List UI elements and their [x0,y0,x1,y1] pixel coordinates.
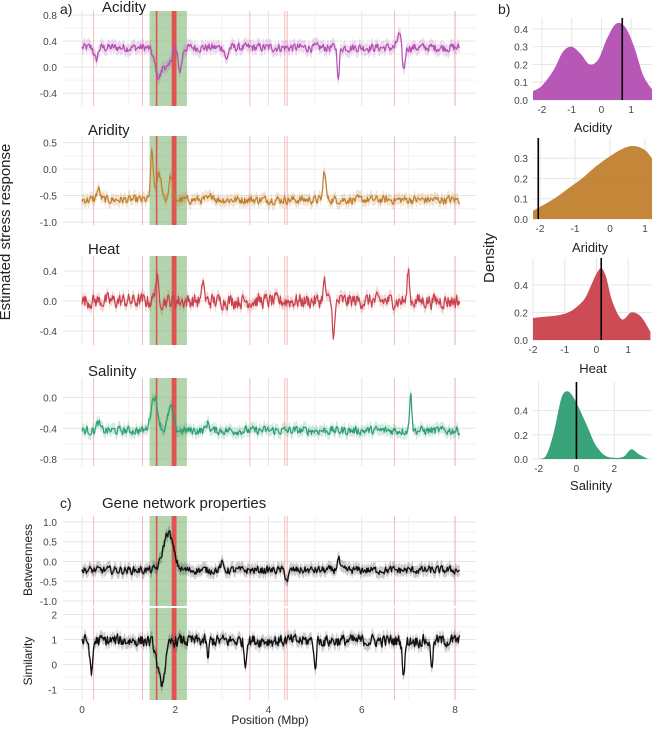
heat-density-xtick-label: -1 [560,345,569,356]
title-aridity: Aridity [88,122,130,139]
similarity-series-line [81,633,461,688]
salinity-density-xtick-label: -2 [534,464,543,475]
betweenness-ytick-label: 1.0 [43,518,57,529]
acidity-ytick-label: 0.4 [43,37,57,48]
heat-density-xtick-label: 0 [594,345,600,356]
acidity-density-xtick-label: 1 [628,105,634,116]
aridity-highlight-region [149,136,187,225]
title-salinity: Salinity [88,363,137,380]
similarity-ytick-label: -1 [48,686,57,697]
aridity-density-xtick-label: -1 [571,224,580,235]
salinity-highlight-region [149,378,187,466]
heat-density-ytick-label: 0.0 [514,336,528,347]
x-tick-label: 4 [266,705,272,716]
salinity-ytick-label: -0.8 [40,455,58,466]
acidity-density-xtick-label: 0 [599,105,605,116]
salinity-series-line [81,392,461,436]
title-network: Gene network properties [102,495,266,512]
acidity-density-ytick-label: 0.4 [514,25,528,36]
heat-series-line [81,268,461,340]
panel-label-a: a) [60,1,72,17]
aridity-density-xtick-label: -2 [536,224,545,235]
salinity-density-xtick-label: 0 [574,464,580,475]
heat-density-xtick-label: 1 [625,345,631,356]
betweenness-ribbon [82,525,460,588]
heat-ytick-label: 0.0 [43,297,57,308]
acidity-density-ytick-label: 0.2 [514,60,528,71]
aridity-density-area [533,145,652,219]
aridity-density-xtick-label: 0 [607,224,613,235]
aridity-ytick-label: 0.5 [43,139,57,150]
acidity-density-xtick-label: -1 [567,105,576,116]
aridity-density-xtick-label: 1 [642,224,648,235]
heat-density-ytick-label: 0.4 [514,281,528,292]
x-tick-label: 6 [359,705,365,716]
betweenness-ytick-label: 0.0 [43,558,57,569]
x-tick-label: 8 [452,705,458,716]
betweenness-ytick-label: -0.5 [40,577,58,588]
aridity-density-ytick-label: 0.0 [514,215,528,226]
y-axis-label-similarity: Similarity [21,637,35,686]
x-tick-label: 0 [79,705,85,716]
y-axis-label-density: Density [481,232,498,283]
acidity-density-ytick-label: 0.3 [514,43,528,54]
similarity-ytick-label: 2 [51,611,57,622]
panel-label-b: b) [498,1,510,17]
betweenness-series-line [81,530,460,583]
y-axis-label-stress: Estimated stress response [0,144,14,321]
similarity-ytick-label: 0 [51,661,57,672]
aridity-series-line [81,148,461,206]
betweenness-ytick-label: -1.0 [40,597,58,608]
salinity-ytick-label: 0.0 [43,393,57,404]
y-axis-label-betweenness: Betweenness [21,524,35,596]
title-acidity: Acidity [102,0,147,16]
title-heat: Heat [88,241,121,258]
betweenness-ytick-label: 0.5 [43,538,57,549]
aridity-ytick-label: -0.5 [40,192,58,203]
similarity-ytick-label: 1 [51,636,57,647]
acidity-density-ytick-label: 0.1 [514,78,528,89]
acidity-ytick-label: 0.8 [43,11,57,22]
aridity-ytick-label: -1.0 [40,218,58,229]
heat-ytick-label: -0.4 [40,327,58,338]
aridity-density-ytick-label: 0.3 [514,154,528,165]
tick-layer: 0.8 0.4 0.0 -0.4 0.5 0.0 -0.5 -1.0 0.4 0.0 -0.4 0.0… [40,11,648,716]
x-tick-label: 2 [172,705,178,716]
acidity-density-area [533,22,652,100]
salinity-density-ytick-label: 0.4 [514,407,528,418]
salinity-density-ytick-label: 0.2 [514,431,528,442]
highlight-layer [93,11,456,700]
salinity-density-ytick-label: 0.0 [514,455,528,466]
grid-layer [63,11,652,700]
heat-ytick-label: 0.4 [43,267,57,278]
aridity-ytick-label: 0.0 [43,165,57,176]
aridity-density-ytick-label: 0.1 [514,195,528,206]
acidity-ytick-label: -0.4 [40,89,58,100]
series-layer [81,18,652,693]
heat-density-area [533,268,651,340]
x-axis-label-position: Position (Mbp) [231,713,308,727]
acidity-density-ytick-label: 0.0 [514,96,528,107]
x-axis-label-heat: Heat [579,361,607,376]
heat-density-xtick-label: -2 [529,345,538,356]
acidity-ribbon [82,26,460,86]
acidity-series-line [81,32,461,80]
panel-label-c: c) [60,495,72,511]
x-axis-label-acidity: Acidity [574,120,613,135]
acidity-ytick-label: 0.0 [43,63,57,74]
x-axis-label-salinity: Salinity [570,478,612,493]
salinity-density-area [538,391,649,459]
salinity-ytick-label: -0.4 [40,424,58,435]
x-axis-label-aridity: Aridity [572,240,609,255]
heat-density-ytick-label: 0.2 [514,308,528,319]
aridity-density-ytick-label: 0.2 [514,174,528,185]
acidity-density-xtick-label: -2 [537,105,546,116]
salinity-density-xtick-label: 2 [611,464,617,475]
